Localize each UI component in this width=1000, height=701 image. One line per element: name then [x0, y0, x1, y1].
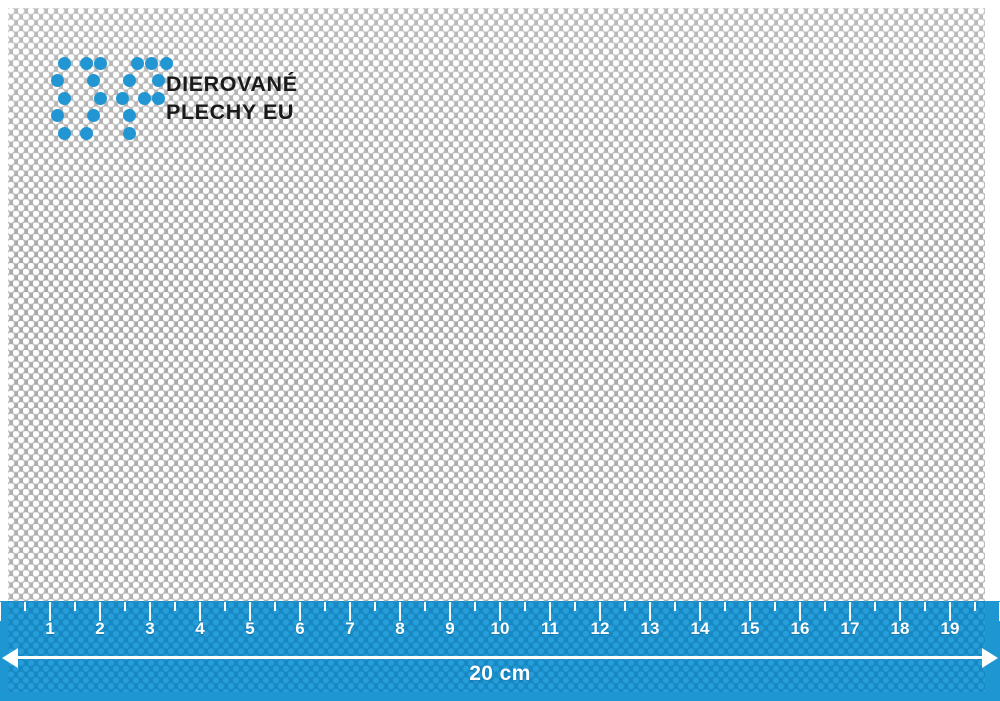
ruler-number: 13	[640, 619, 660, 638]
scale-ruler: 1 2 3 4 5 6 7 8 9 10 11 12 13 14 15 16 17 18 19 20 cm	[0, 601, 1000, 701]
measure-line	[14, 656, 986, 659]
ruler-number: 15	[740, 619, 760, 638]
ruler-number: 11	[541, 619, 559, 638]
ruler-tick-major	[449, 602, 451, 621]
ruler-tick-major	[949, 602, 951, 621]
ruler-number: 7	[345, 619, 355, 638]
ruler-number: 2	[95, 619, 105, 638]
ruler-number: 18	[890, 619, 910, 638]
hex-mesh-softening-layer	[8, 8, 985, 694]
ruler-number: 17	[840, 619, 860, 638]
ruler-number: 5	[245, 619, 255, 638]
ruler-tick-minor	[424, 602, 426, 611]
ruler-tick-major	[849, 602, 851, 621]
total-length-indicator: 20 cm	[0, 648, 1000, 685]
ruler-tick-major	[749, 602, 751, 621]
ruler-tick-minor	[824, 602, 826, 611]
arrow-right-icon	[982, 648, 998, 668]
ruler-tick-major	[799, 602, 801, 621]
ruler-tick-major	[149, 602, 151, 621]
ruler-tick-major	[599, 602, 601, 621]
ruler-tick-minor	[674, 602, 676, 611]
ruler-tick-minor	[24, 602, 26, 611]
ruler-number: 1	[45, 619, 55, 638]
ruler-number: 9	[445, 619, 455, 638]
ruler-tick-major	[199, 602, 201, 621]
ruler-tick-minor	[624, 602, 626, 611]
ruler-tick-minor	[524, 602, 526, 611]
ruler-tick-minor	[574, 602, 576, 611]
ruler-tick-minor	[324, 602, 326, 611]
ruler-tick-major	[349, 602, 351, 621]
ruler-tick-major	[649, 602, 651, 621]
ruler-tick-major	[399, 602, 401, 621]
ruler-perforation-texture	[8, 601, 985, 694]
ruler-tick-minor	[174, 602, 176, 611]
ruler-tick-minor	[224, 602, 226, 611]
ruler-number: 19	[940, 619, 960, 638]
ruler-tick-minor	[724, 602, 726, 611]
ruler-tick-minor	[74, 602, 76, 611]
sheet-bottom-edge	[0, 692, 1000, 701]
ruler-number: 3	[145, 619, 155, 638]
ruler-tick-minor	[774, 602, 776, 611]
ruler-number: 16	[790, 619, 810, 638]
ruler-tick-minor	[374, 602, 376, 611]
ruler-number: 8	[395, 619, 405, 638]
ruler-tick-major	[549, 602, 551, 621]
ruler-tick-major	[499, 602, 501, 621]
perforated-sheet	[8, 8, 985, 694]
ruler-number: 10	[490, 619, 510, 638]
ruler-tick-major	[99, 602, 101, 621]
ruler-tick-minor	[974, 602, 976, 611]
ruler-tick-minor	[874, 602, 876, 611]
ruler-tick-major	[49, 602, 51, 621]
ruler-tick-major	[899, 602, 901, 621]
total-length-label: 20 cm	[469, 662, 531, 685]
arrow-left-icon	[2, 648, 18, 668]
ruler-tick-minor	[924, 602, 926, 611]
ruler-tick-minor	[274, 602, 276, 611]
ruler-tick-minor	[124, 602, 126, 611]
ruler-tick-major	[0, 602, 1, 621]
sheet-lighting-haze	[8, 8, 985, 694]
ruler-number: 12	[590, 619, 610, 638]
hex-mesh-pattern	[8, 8, 985, 694]
ruler-tick-major	[299, 602, 301, 621]
ruler-number: 6	[295, 619, 305, 638]
ruler-tick-major	[249, 602, 251, 621]
ruler-tick-minor	[474, 602, 476, 611]
ruler-number: 14	[690, 619, 710, 638]
ruler-number: 4	[195, 619, 205, 638]
ruler-tick-major	[699, 602, 701, 621]
